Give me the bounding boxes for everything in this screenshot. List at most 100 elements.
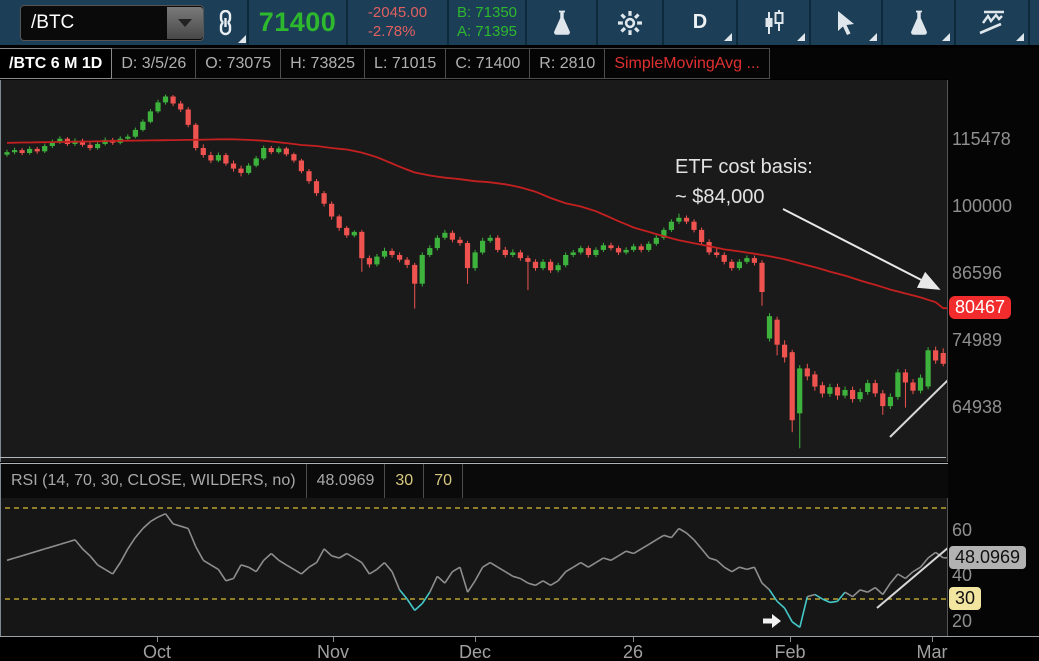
- candle-body: [397, 255, 403, 260]
- symbol-dropdown-button[interactable]: [167, 6, 204, 39]
- candle-body: [714, 252, 720, 255]
- candle-body: [797, 368, 803, 414]
- candle-body: [374, 256, 380, 265]
- symbol-section: /BTC: [0, 0, 247, 45]
- candle-body: [615, 248, 622, 253]
- rsi-arrow-marker[interactable]: [763, 614, 781, 628]
- rsi-oversold-badge: 30: [949, 587, 982, 610]
- candle-body: [683, 217, 690, 222]
- candle-body: [359, 231, 365, 259]
- candle-body: [525, 258, 531, 262]
- sma-value-badge: 80467: [949, 296, 1012, 320]
- toolbar-divider: [809, 0, 811, 45]
- candle-body: [253, 158, 259, 166]
- candle-body: [291, 154, 297, 161]
- candle-body: [4, 152, 10, 155]
- annotation-text-line1[interactable]: ETF cost basis:: [675, 156, 813, 178]
- chart-symbol-period[interactable]: /BTC 6 M 1D: [0, 48, 113, 79]
- candle-body: [19, 150, 25, 153]
- candle-body: [880, 393, 886, 407]
- studies-button[interactable]: [527, 0, 596, 45]
- time-axis-label: Nov: [316, 642, 350, 661]
- candle-body: [736, 261, 742, 269]
- candle-body: [215, 155, 221, 161]
- annotation-arrow[interactable]: [782, 208, 941, 290]
- candle-body: [555, 265, 561, 271]
- price-axis[interactable]: 115478 100000 86596 74989 64938 80467 60 40 20 48…: [948, 48, 1039, 636]
- toolbar-divider: [881, 0, 883, 45]
- flask-icon: [553, 10, 570, 35]
- candle-body: [721, 255, 727, 262]
- rsi-chart: [5, 507, 947, 629]
- toolbar-divider: [247, 0, 249, 45]
- sma-line[interactable]: [6, 138, 947, 310]
- rsi-study-label[interactable]: RSI (14, 70, 30, CLOSE, WILDERS, no): [1, 464, 307, 498]
- candle-body: [419, 255, 425, 284]
- candle-body: [782, 344, 788, 358]
- gear-icon: [618, 10, 642, 35]
- candle-body: [600, 245, 606, 250]
- header-high: H: 73825: [280, 48, 366, 79]
- last-price-section: 71400: [249, 0, 346, 45]
- toolbar: /BTC 71400 -2045.00 -2.78%: [0, 0, 1039, 47]
- rsi-current-value: 48.0969: [307, 464, 386, 498]
- study-label[interactable]: SimpleMovingAvg ...: [604, 48, 770, 79]
- annotation-text-line2[interactable]: ~ $84,000: [675, 186, 765, 208]
- candle-body: [34, 148, 40, 152]
- price-trendline[interactable]: [889, 379, 947, 438]
- candle-body: [744, 258, 750, 262]
- settings-button[interactable]: [598, 0, 662, 45]
- candle-body: [283, 148, 289, 155]
- rsi-line: [6, 512, 947, 629]
- cursor-tool-button[interactable]: [811, 0, 881, 45]
- candle-body: [200, 148, 206, 155]
- candle-body: [185, 109, 191, 125]
- symbol-input[interactable]: /BTC: [20, 4, 205, 41]
- candle-body: [351, 231, 357, 236]
- candle-body: [79, 140, 86, 145]
- candle-body: [668, 221, 674, 230]
- candle-body: [766, 316, 773, 339]
- candle-body: [434, 237, 440, 249]
- link-tool-button[interactable]: [204, 0, 247, 45]
- timeframe-button[interactable]: D: [664, 0, 736, 45]
- candle-body: [729, 261, 735, 269]
- drawing-tools-icon: [979, 10, 1004, 34]
- candle-body: [661, 229, 667, 238]
- candle-body: [827, 387, 833, 394]
- candle-body: [887, 396, 893, 407]
- candle-body: [366, 258, 372, 265]
- drawings-button[interactable]: [956, 0, 1028, 45]
- candle-body: [623, 249, 629, 253]
- candle-body: [125, 136, 131, 139]
- candle-body: [464, 243, 471, 269]
- candle-body: [344, 227, 350, 236]
- time-axis[interactable]: Oct Nov Dec 26 Feb Mar: [0, 636, 1039, 661]
- candle-body: [759, 262, 765, 292]
- candle-body: [842, 390, 848, 396]
- time-axis-label: 26: [622, 642, 644, 661]
- chain-link-icon: [219, 9, 231, 35]
- candle-body: [495, 237, 501, 250]
- rsi-trendline[interactable]: [876, 547, 947, 609]
- price-axis-label: 100000: [952, 196, 1013, 216]
- candle-body: [140, 121, 146, 130]
- candle-body: [940, 353, 946, 364]
- strategies-button[interactable]: [883, 0, 954, 45]
- time-axis-tick: [475, 637, 476, 642]
- rsi-chart-panel[interactable]: [0, 498, 948, 636]
- chart-style-button[interactable]: [738, 0, 809, 45]
- candle-body: [593, 249, 599, 255]
- candle-body: [427, 248, 433, 255]
- candle-body: [653, 237, 659, 244]
- candle-body: [910, 382, 916, 391]
- bid-ask-section: B: 71350 A: 71395: [449, 0, 525, 45]
- candle-body: [298, 160, 304, 172]
- candle-body: [502, 249, 508, 255]
- price-chart-panel[interactable]: ETF cost basis: ~ $84,000: [0, 80, 948, 462]
- candle-body: [895, 372, 901, 397]
- candle-body: [850, 390, 856, 400]
- price-change: -2045.00: [367, 3, 428, 21]
- dropdown-corner: [942, 33, 950, 41]
- toolbar-divider: [954, 0, 956, 45]
